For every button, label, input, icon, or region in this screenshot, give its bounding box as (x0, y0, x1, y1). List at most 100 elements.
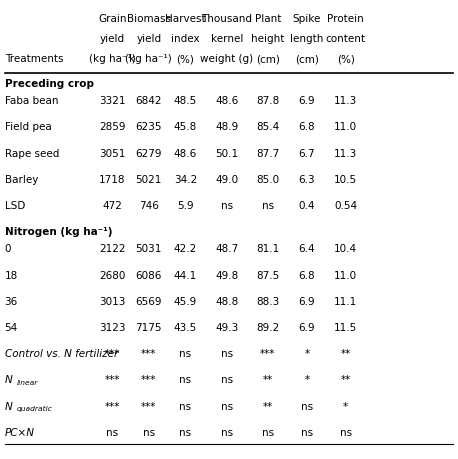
Text: ns: ns (262, 201, 274, 211)
Text: 6.8: 6.8 (299, 122, 315, 132)
Text: 0.4: 0.4 (299, 201, 315, 211)
Text: 85.4: 85.4 (256, 122, 279, 132)
Text: ns: ns (221, 201, 233, 211)
Text: 3321: 3321 (99, 96, 125, 106)
Text: (kg ha⁻¹): (kg ha⁻¹) (125, 54, 172, 64)
Text: ns: ns (106, 427, 118, 437)
Text: 45.9: 45.9 (174, 296, 197, 306)
Text: PC×N: PC×N (5, 427, 35, 437)
Text: ***: *** (141, 375, 157, 385)
Text: 6.4: 6.4 (299, 244, 315, 254)
Text: ns: ns (301, 401, 313, 411)
Text: 87.5: 87.5 (256, 270, 279, 280)
Text: 43.5: 43.5 (174, 322, 197, 332)
Text: height: height (251, 34, 284, 44)
Text: (cm): (cm) (256, 54, 280, 64)
Text: 45.8: 45.8 (174, 122, 197, 132)
Text: 11.3: 11.3 (334, 96, 357, 106)
Text: Harvest: Harvest (165, 14, 206, 24)
Text: yield: yield (136, 34, 161, 44)
Text: ns: ns (340, 427, 352, 437)
Text: (kg ha⁻¹): (kg ha⁻¹) (89, 54, 136, 64)
Text: 11.1: 11.1 (334, 296, 357, 306)
Text: ns: ns (180, 427, 191, 437)
Text: 49.0: 49.0 (215, 174, 238, 185)
Text: 10.4: 10.4 (334, 244, 357, 254)
Text: Spike: Spike (293, 14, 321, 24)
Text: Treatments: Treatments (5, 54, 63, 64)
Text: 746: 746 (139, 201, 159, 211)
Text: 0.54: 0.54 (334, 201, 357, 211)
Text: 48.5: 48.5 (174, 96, 197, 106)
Text: Biomass: Biomass (127, 14, 171, 24)
Text: N: N (5, 375, 12, 385)
Text: 3051: 3051 (99, 148, 125, 158)
Text: ns: ns (262, 427, 274, 437)
Text: Rape seed: Rape seed (5, 148, 59, 158)
Text: 6569: 6569 (136, 296, 162, 306)
Text: 11.0: 11.0 (334, 122, 357, 132)
Text: 85.0: 85.0 (256, 174, 279, 185)
Text: (%): (%) (176, 54, 195, 64)
Text: ns: ns (221, 375, 233, 385)
Text: 48.7: 48.7 (215, 244, 238, 254)
Text: 34.2: 34.2 (174, 174, 197, 185)
Text: ns: ns (221, 348, 233, 358)
Text: 2859: 2859 (99, 122, 125, 132)
Text: ***: *** (141, 348, 157, 358)
Text: 6086: 6086 (136, 270, 162, 280)
Text: 11.3: 11.3 (334, 148, 357, 158)
Text: 81.1: 81.1 (256, 244, 279, 254)
Text: 48.6: 48.6 (174, 148, 197, 158)
Text: 5021: 5021 (136, 174, 162, 185)
Text: content: content (326, 34, 366, 44)
Text: 3123: 3123 (99, 322, 125, 332)
Text: 5.9: 5.9 (177, 201, 194, 211)
Text: 42.2: 42.2 (174, 244, 197, 254)
Text: 6279: 6279 (136, 148, 162, 158)
Text: yield: yield (100, 34, 125, 44)
Text: Protein: Protein (327, 14, 364, 24)
Text: 10.5: 10.5 (334, 174, 357, 185)
Text: **: ** (341, 348, 351, 358)
Text: index: index (171, 34, 200, 44)
Text: 6842: 6842 (136, 96, 162, 106)
Text: ns: ns (221, 427, 233, 437)
Text: 11.0: 11.0 (334, 270, 357, 280)
Text: Grain: Grain (98, 14, 126, 24)
Text: ***: *** (104, 375, 120, 385)
Text: ns: ns (221, 401, 233, 411)
Text: 7175: 7175 (136, 322, 162, 332)
Text: 49.8: 49.8 (215, 270, 238, 280)
Text: ns: ns (143, 427, 155, 437)
Text: 36: 36 (5, 296, 18, 306)
Text: **: ** (341, 375, 351, 385)
Text: 54: 54 (5, 322, 18, 332)
Text: 88.3: 88.3 (256, 296, 279, 306)
Text: 1718: 1718 (99, 174, 125, 185)
Text: N: N (5, 401, 12, 411)
Text: **: ** (263, 401, 273, 411)
Text: 6.9: 6.9 (299, 96, 315, 106)
Text: length: length (290, 34, 323, 44)
Text: 6235: 6235 (136, 122, 162, 132)
Text: 6.9: 6.9 (299, 322, 315, 332)
Text: 6.7: 6.7 (299, 148, 315, 158)
Text: 2680: 2680 (99, 270, 125, 280)
Text: 48.8: 48.8 (215, 296, 238, 306)
Text: 11.5: 11.5 (334, 322, 357, 332)
Text: quadratic: quadratic (17, 405, 53, 411)
Text: ***: *** (260, 348, 276, 358)
Text: kernel: kernel (211, 34, 243, 44)
Text: 0: 0 (5, 244, 11, 254)
Text: 49.3: 49.3 (215, 322, 238, 332)
Text: *: * (304, 348, 310, 358)
Text: 44.1: 44.1 (174, 270, 197, 280)
Text: Control vs. N fertilizer: Control vs. N fertilizer (5, 348, 118, 358)
Text: 48.9: 48.9 (215, 122, 238, 132)
Text: 48.6: 48.6 (215, 96, 238, 106)
Text: 87.7: 87.7 (256, 148, 279, 158)
Text: ns: ns (301, 427, 313, 437)
Text: 6.3: 6.3 (299, 174, 315, 185)
Text: ***: *** (141, 401, 157, 411)
